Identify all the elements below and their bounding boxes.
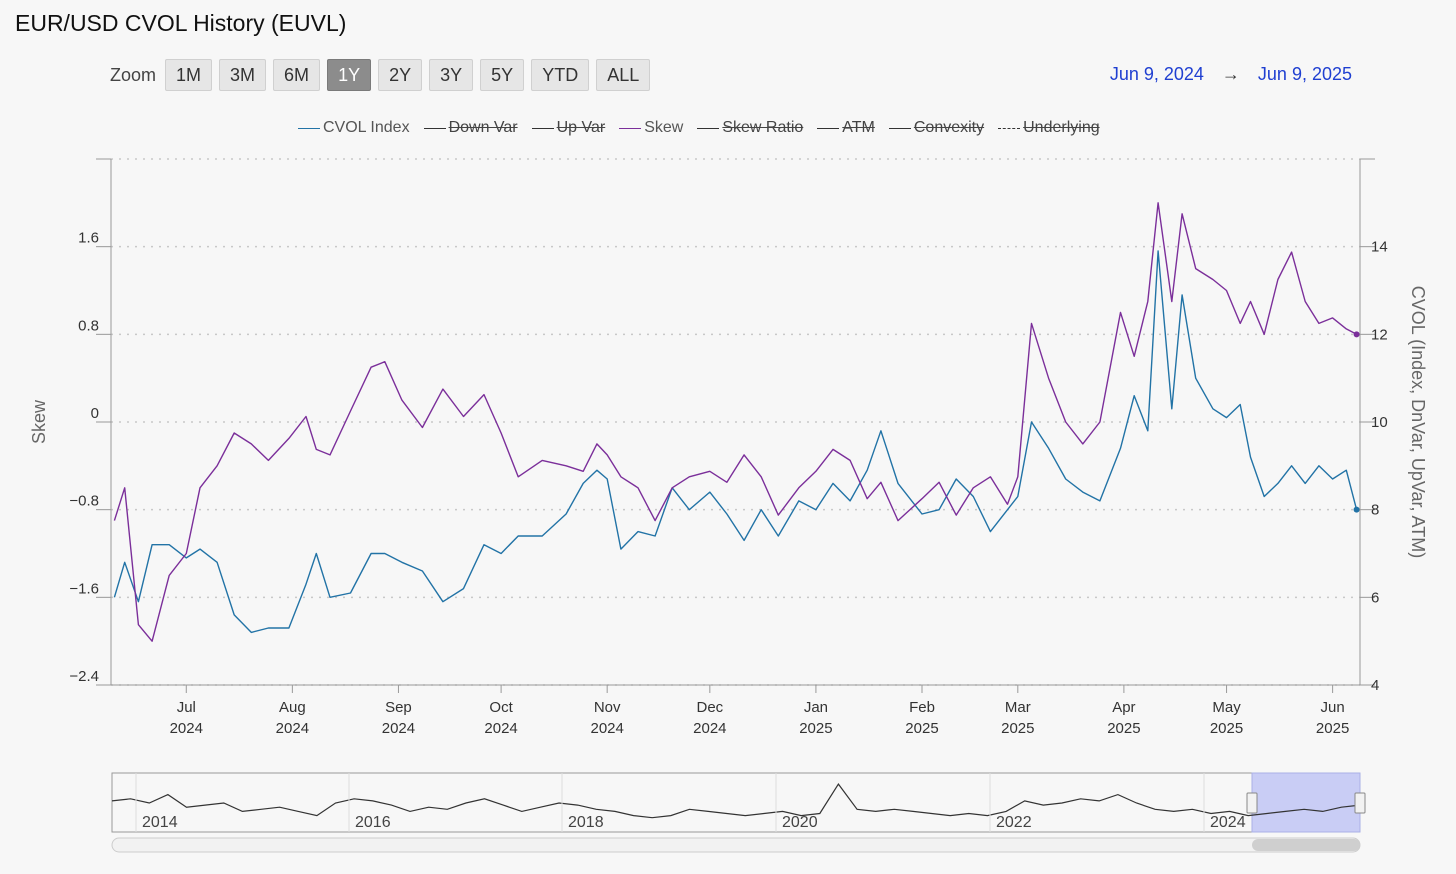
series-end-marker [1353, 331, 1360, 338]
y-left-tick-label: −2.4 [69, 668, 99, 685]
y-right-tick-label: 12 [1371, 326, 1388, 343]
x-tick-year: 2024 [484, 720, 517, 737]
scrollbar-track [111, 837, 1361, 853]
date-range: Jun 9, 2024 → Jun 9, 2025 [1110, 64, 1352, 85]
legend-swatch [998, 127, 1021, 129]
x-tick-year: 2024 [170, 720, 203, 737]
legend-swatch [423, 127, 446, 129]
navigator-year-label: 2024 [1210, 814, 1246, 831]
navigator-handle-left[interactable] [1246, 792, 1258, 814]
y-left-tick-label: 0.8 [78, 317, 99, 334]
legend-item-cvol-index[interactable]: CVOL Index [298, 119, 410, 137]
y-left-tick-label: −0.8 [69, 493, 99, 510]
x-tick-year: 2025 [905, 720, 938, 737]
y-right-tick-label: 6 [1371, 589, 1379, 606]
legend: CVOL Index Down Var Up Var Skew Skew Ratio AT… [298, 119, 1100, 137]
legend-label: Skew Ratio [722, 119, 804, 136]
navigator-year-label: 2014 [142, 814, 178, 831]
legend-swatch [888, 127, 911, 129]
y-right-tick-label: 10 [1371, 414, 1388, 431]
x-tick-month: Sep [385, 699, 412, 716]
x-tick-month: May [1212, 699, 1241, 716]
x-tick-month: Apr [1112, 699, 1135, 716]
y-right-tick-label: 14 [1371, 239, 1388, 256]
legend-label: Down Var [448, 119, 518, 136]
range-arrow: → [1221, 64, 1240, 84]
navigator-year-label: 2022 [996, 814, 1032, 831]
chart-title: EUR/USD CVOL History (EUVL) [15, 10, 347, 36]
navigator-selection [1251, 772, 1361, 833]
series-line-skew [113, 202, 1357, 642]
legend-label: Convexity [913, 119, 985, 136]
x-tick-month: Nov [594, 699, 621, 716]
series-end-marker [1353, 506, 1360, 513]
y-left-tick-label: −1.6 [69, 580, 99, 597]
legend-label: Underlying [1023, 119, 1100, 136]
legend-label: Up Var [556, 119, 606, 136]
x-tick-year: 2025 [1001, 720, 1034, 737]
x-tick-month: Feb [909, 699, 935, 716]
range-from-input[interactable]: Jun 9, 2024 [1109, 64, 1204, 84]
x-tick-month: Oct [489, 699, 513, 716]
zoom-button-3y[interactable]: 3Y [429, 59, 474, 91]
legend-swatch [298, 127, 320, 129]
zoom-button-2y[interactable]: 2Y [378, 59, 423, 91]
legend-item-atm[interactable]: ATM [817, 119, 875, 137]
x-tick-year: 2025 [799, 720, 832, 737]
zoom-button-6m[interactable]: 6M [273, 59, 321, 91]
x-tick-year: 2025 [1107, 720, 1140, 737]
zoom-label: Zoom [110, 64, 157, 85]
x-tick-year: 2024 [693, 720, 726, 737]
legend-swatch [619, 127, 642, 129]
zoom-button-1y[interactable]: 1Y [327, 59, 372, 91]
legend-swatch [531, 127, 554, 129]
legend-item-up-var[interactable]: Up Var [531, 119, 606, 137]
zoom-button-5y[interactable]: 5Y [480, 59, 525, 91]
x-tick-month: Jan [804, 699, 828, 716]
x-tick-year: 2024 [382, 720, 415, 737]
x-tick-month: Dec [696, 699, 723, 716]
navigator-year-label: 2018 [568, 814, 604, 831]
range-to-input[interactable]: Jun 9, 2025 [1257, 64, 1352, 84]
legend-item-convexity[interactable]: Convexity [888, 119, 985, 137]
y-left-tick-label: 0 [91, 405, 99, 422]
x-tick-year: 2025 [1316, 720, 1349, 737]
legend-item-down-var[interactable]: Down Var [423, 119, 518, 137]
y-right-axis-title: CVOL (Index, DnVar, UpVar, ATM) [1408, 286, 1428, 558]
legend-item-skew-ratio[interactable]: Skew Ratio [697, 119, 803, 137]
y-right-tick-label: 4 [1371, 677, 1379, 694]
legend-swatch [697, 127, 720, 129]
y-left-axis-title: Skew [29, 399, 49, 444]
scrollbar-thumb[interactable] [1252, 839, 1360, 851]
legend-label: ATM [842, 119, 875, 136]
navigator-year-label: 2020 [782, 814, 818, 831]
x-tick-year: 2024 [276, 720, 309, 737]
x-tick-month: Jul [177, 699, 196, 716]
legend-swatch [817, 127, 840, 129]
x-tick-year: 2025 [1210, 720, 1243, 737]
legend-label: CVOL Index [323, 119, 410, 136]
navigator-year-label: 2016 [355, 814, 391, 831]
navigator-history-line [111, 783, 1361, 819]
legend-label: Skew [644, 119, 684, 136]
navigator-handle-right[interactable] [1354, 792, 1366, 814]
zoom-button-1m[interactable]: 1M [165, 59, 213, 91]
zoom-bar: Zoom 1M 3M 6M 1Y 2Y 3Y 5Y YTD ALL [110, 59, 651, 91]
x-tick-year: 2024 [590, 720, 623, 737]
x-tick-month: Mar [1005, 699, 1031, 716]
zoom-button-all[interactable]: ALL [596, 59, 651, 91]
y-left-tick-label: 1.6 [78, 230, 99, 247]
legend-item-skew[interactable]: Skew [619, 119, 683, 137]
zoom-button-ytd[interactable]: YTD [531, 59, 590, 91]
legend-item-underlying[interactable]: Underlying [998, 119, 1100, 137]
series-line-cvol-index [113, 250, 1358, 634]
zoom-button-3m[interactable]: 3M [219, 59, 267, 91]
x-tick-month: Jun [1321, 699, 1345, 716]
x-tick-month: Aug [279, 699, 306, 716]
navigator-frame [111, 772, 1361, 833]
y-right-tick-label: 8 [1371, 502, 1379, 519]
